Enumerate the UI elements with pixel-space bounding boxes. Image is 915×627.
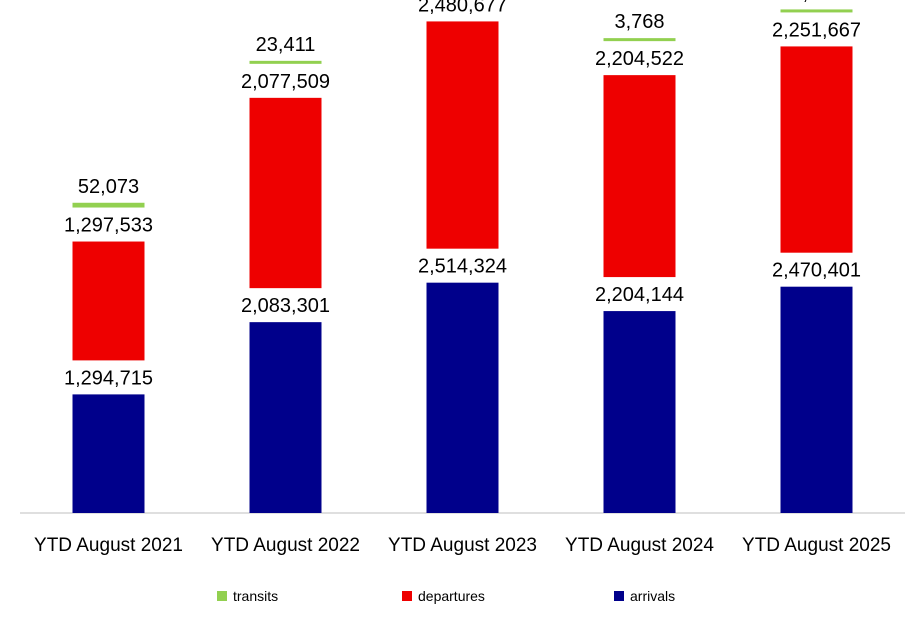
data-label-transits-1: 52,073 <box>78 176 139 198</box>
data-label-transits-2: 23,411 <box>256 34 316 56</box>
legend-label-transits: transits <box>233 588 279 604</box>
legend-label-arrivals: arrivals <box>630 588 676 604</box>
legend-swatch-departures <box>402 591 412 601</box>
bar-transits-4 <box>603 38 676 42</box>
bar-departures-3 <box>426 21 499 249</box>
bar-arrivals-4 <box>603 311 676 513</box>
bar-arrivals-2 <box>249 322 322 513</box>
x-tick-label-1: YTD August 2021 <box>34 535 183 556</box>
data-label-arrivals-4: 2,204,144 <box>595 284 684 306</box>
legend-swatch-arrivals <box>614 591 624 601</box>
x-tick-label-5: YTD August 2025 <box>742 535 891 556</box>
data-label-departures-1: 1,297,533 <box>64 215 153 237</box>
legend: transits departures arrivals <box>0 588 915 608</box>
data-label-arrivals-3: 2,514,324 <box>418 256 507 278</box>
bar-departures-4 <box>603 75 676 278</box>
bar-arrivals-1 <box>72 394 145 513</box>
stacked-bar-chart: 1,294,715 1,297,533 52,073 YTD August 2021 2… <box>20 0 905 556</box>
legend-label-departures: departures <box>418 588 485 604</box>
x-tick-label-3: YTD August 2023 <box>388 535 537 556</box>
data-label-departures-4: 2,204,522 <box>595 48 684 70</box>
data-label-departures-3: 2,480,677 <box>418 0 507 16</box>
bar-transits-5 <box>780 9 853 13</box>
bar-transits-1 <box>72 202 145 208</box>
data-label-arrivals-5: 2,470,401 <box>772 260 861 282</box>
legend-item-transits: transits <box>217 588 278 604</box>
bar-departures-2 <box>249 97 322 289</box>
data-label-arrivals-2: 2,083,301 <box>241 295 330 317</box>
data-label-departures-2: 2,077,509 <box>241 71 330 93</box>
data-label-transits-4: 3,768 <box>614 11 664 33</box>
x-tick-label-4: YTD August 2024 <box>565 535 714 556</box>
legend-swatch-transits <box>217 591 227 601</box>
data-label-arrivals-1: 1,294,715 <box>64 367 153 389</box>
bar-departures-1 <box>72 241 145 361</box>
legend-item-departures: departures <box>402 588 485 604</box>
data-label-transits-5: 1,759 <box>791 0 841 4</box>
bar-transits-2 <box>249 60 322 64</box>
data-label-departures-5: 2,251,667 <box>772 19 861 41</box>
bar-arrivals-5 <box>780 286 853 513</box>
x-tick-label-2: YTD August 2022 <box>211 535 360 556</box>
bar-arrivals-3 <box>426 282 499 513</box>
bar-departures-5 <box>780 46 853 253</box>
legend-item-arrivals: arrivals <box>614 588 675 604</box>
